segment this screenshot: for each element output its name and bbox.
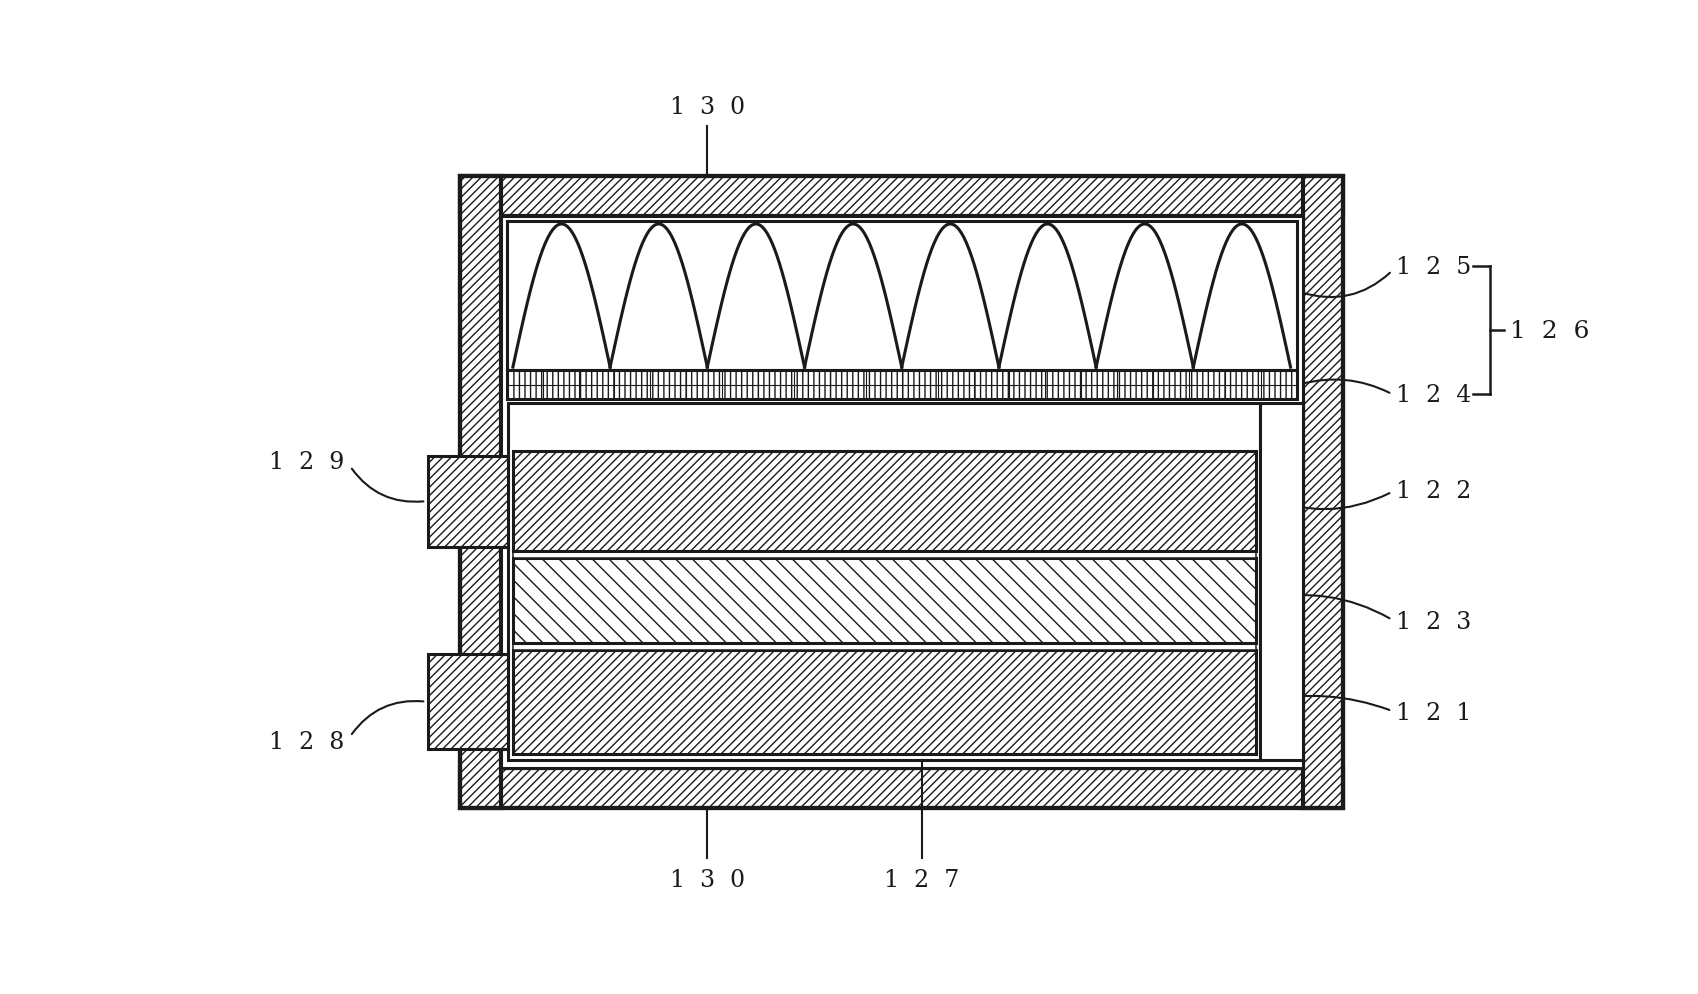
- Bar: [513, 552, 1255, 559]
- Text: 1  3  0: 1 3 0: [669, 868, 745, 891]
- Bar: [428, 655, 508, 749]
- Bar: [1302, 177, 1343, 808]
- Bar: [460, 177, 501, 808]
- Bar: [508, 404, 1260, 760]
- Bar: [460, 767, 1343, 808]
- Bar: [513, 451, 1255, 552]
- Bar: [428, 456, 508, 547]
- Bar: [506, 222, 1296, 371]
- Bar: [501, 456, 509, 547]
- Bar: [506, 371, 1296, 400]
- Text: 1  2  8: 1 2 8: [268, 731, 345, 753]
- Text: 1  2  6: 1 2 6: [1510, 319, 1588, 342]
- Bar: [460, 177, 1343, 808]
- Text: 1  2  9: 1 2 9: [268, 450, 345, 473]
- Text: 1  2  4: 1 2 4: [1396, 383, 1470, 407]
- Text: 1  2  5: 1 2 5: [1396, 255, 1470, 278]
- Text: 1  2  2: 1 2 2: [1396, 479, 1470, 502]
- Bar: [460, 177, 1343, 217]
- Bar: [460, 177, 1343, 808]
- Bar: [501, 655, 509, 749]
- Bar: [1260, 404, 1302, 760]
- Text: 1  2  3: 1 2 3: [1396, 610, 1470, 633]
- Bar: [513, 650, 1255, 753]
- Text: 1  2  1: 1 2 1: [1396, 701, 1470, 725]
- Bar: [513, 559, 1255, 643]
- Bar: [501, 217, 1302, 767]
- Bar: [513, 643, 1255, 650]
- Text: 1  2  7: 1 2 7: [883, 868, 959, 891]
- Text: 1  3  0: 1 3 0: [669, 96, 745, 119]
